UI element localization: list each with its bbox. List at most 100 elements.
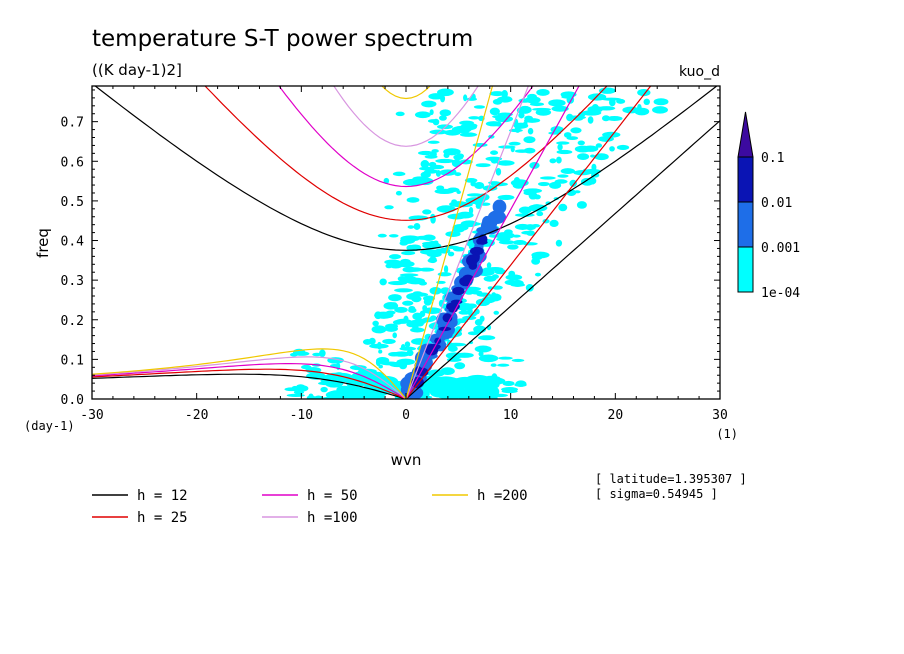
power-patch-cyan bbox=[395, 190, 402, 196]
power-patch-cyan bbox=[422, 209, 432, 215]
power-patch-cyan bbox=[429, 129, 448, 135]
power-patch-cyan bbox=[518, 112, 525, 119]
power-patch-cyan bbox=[534, 272, 541, 277]
colorbar-level-label: 0.001 bbox=[761, 241, 800, 256]
power-patch-cyan bbox=[409, 292, 429, 297]
power-patch-cyan bbox=[436, 185, 445, 191]
power-patch-cyan bbox=[394, 306, 408, 313]
power-patch-cyan bbox=[518, 105, 532, 114]
power-patch-cyan bbox=[474, 345, 492, 353]
power-patch-cyan bbox=[502, 380, 515, 387]
power-patch-cyan bbox=[498, 240, 515, 245]
power-patch-cyan bbox=[406, 197, 420, 203]
colorbar-segment bbox=[737, 156, 754, 203]
chart-subtitle: ((K day-1)2] bbox=[92, 61, 182, 79]
power-patch-cyan bbox=[609, 146, 615, 152]
power-patch-cyan bbox=[490, 157, 499, 164]
power-patch-cyan bbox=[591, 163, 597, 171]
power-patch-cyan bbox=[574, 145, 592, 153]
model-label: kuo_d bbox=[679, 64, 720, 80]
power-patch-cyan bbox=[549, 181, 562, 189]
power-patch-cyan bbox=[498, 356, 513, 360]
power-patch-cyan bbox=[434, 248, 449, 254]
power-patch-cyan bbox=[384, 205, 394, 210]
x-tick-label: -30 bbox=[80, 408, 103, 423]
power-patch-cyan bbox=[295, 351, 310, 356]
power-patch-cyan bbox=[463, 94, 468, 102]
power-patch-cyan bbox=[446, 357, 462, 362]
colorbar: 0.1 0.01 0.001 1e-04 bbox=[737, 111, 800, 301]
power-patch-cyan bbox=[375, 358, 381, 367]
power-patch-cyan bbox=[497, 363, 510, 367]
power-patch-cyan bbox=[508, 141, 521, 146]
power-patch-cyan bbox=[507, 244, 519, 250]
kelvin-curve bbox=[405, 120, 720, 399]
power-patch-cyan bbox=[427, 119, 440, 123]
power-patch-cyan bbox=[455, 318, 469, 324]
power-patch-cyan bbox=[489, 107, 500, 116]
power-patch-cyan bbox=[508, 128, 523, 133]
power-patch-cyan bbox=[420, 160, 430, 168]
power-patch-cyan bbox=[397, 276, 407, 282]
power-patch-cyan bbox=[557, 174, 569, 178]
power-patch-cyan bbox=[371, 325, 387, 334]
power-patch-cyan bbox=[417, 150, 434, 156]
colorbar-arrow bbox=[737, 111, 754, 158]
power-patch-cyan bbox=[402, 266, 417, 273]
power-patch-cyan bbox=[587, 177, 597, 185]
power-patch-cyan bbox=[391, 302, 398, 307]
power-patch-cyan bbox=[511, 279, 524, 287]
power-patch-cyan bbox=[456, 211, 474, 219]
power-patch-darkblue bbox=[459, 276, 472, 287]
power-patch-cyan bbox=[405, 277, 426, 285]
power-patch-cyan bbox=[419, 166, 435, 171]
power-patch-cyan bbox=[459, 132, 478, 137]
power-patch-cyan bbox=[513, 122, 529, 129]
power-patch-cyan bbox=[531, 251, 550, 259]
power-patch-cyan bbox=[435, 170, 441, 177]
power-patch-cyan bbox=[556, 156, 562, 164]
power-patch-cyan bbox=[497, 194, 515, 200]
power-patch-cyan bbox=[286, 393, 305, 398]
power-patch-cyan bbox=[563, 132, 572, 138]
legend-entry-label: h =100 bbox=[307, 510, 358, 526]
power-patch-cyan bbox=[399, 346, 416, 351]
power-patch-cyan bbox=[364, 389, 380, 399]
power-patch-cyan bbox=[622, 106, 640, 114]
power-patch-cyan bbox=[556, 141, 570, 145]
colorbar-segment bbox=[737, 201, 754, 248]
power-patch-cyan bbox=[597, 106, 616, 111]
x-unit-label: (1) bbox=[716, 427, 738, 441]
power-patch-cyan bbox=[537, 181, 550, 187]
power-patch-cyan bbox=[388, 234, 399, 238]
power-patch-cyan bbox=[551, 105, 569, 112]
power-patch-cyan bbox=[643, 98, 650, 106]
power-patch-cyan bbox=[368, 337, 376, 345]
gravity-curve bbox=[204, 86, 608, 221]
power-patch-cyan bbox=[560, 91, 577, 98]
power-patch-cyan bbox=[652, 106, 668, 114]
power-patch-cyan bbox=[403, 315, 409, 323]
colorbar-segment bbox=[737, 246, 754, 293]
x-tick-label: -10 bbox=[290, 408, 313, 423]
power-patch-cyan bbox=[399, 273, 419, 277]
y-tick-label: 0.5 bbox=[61, 195, 84, 210]
power-patch-cyan bbox=[436, 205, 456, 213]
power-patch-cyan bbox=[594, 153, 609, 161]
power-patch-cyan bbox=[522, 242, 538, 246]
power-patch-cyan bbox=[468, 116, 480, 120]
power-patch-cyan bbox=[549, 158, 557, 164]
power-patch-cyan bbox=[486, 386, 500, 397]
power-patch-cyan bbox=[524, 115, 533, 121]
power-patch-cyan bbox=[412, 312, 423, 321]
power-patch-cyan bbox=[490, 363, 497, 367]
rossby-curve bbox=[92, 373, 407, 399]
x-tick-label: 0 bbox=[402, 408, 410, 423]
power-patch-cyan bbox=[454, 126, 469, 130]
y-tick-label: 0.4 bbox=[61, 235, 85, 250]
power-patch-cyan bbox=[393, 351, 411, 357]
power-patch-cyan bbox=[392, 332, 397, 339]
power-patch-cyan bbox=[400, 237, 416, 244]
power-patch-cyan bbox=[478, 335, 496, 341]
power-patch-cyan bbox=[443, 265, 449, 274]
